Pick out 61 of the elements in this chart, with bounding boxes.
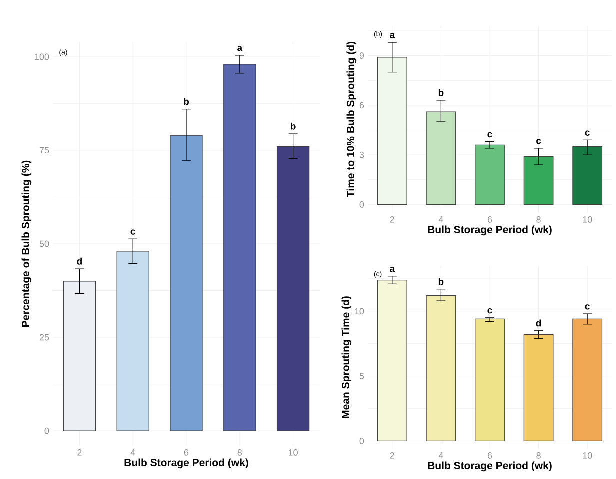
annotation: c — [130, 230, 136, 235]
annotation: b — [438, 89, 444, 96]
annotation: c — [488, 308, 492, 314]
x-axis-title: Bulb Storage Period (wk) — [428, 226, 552, 236]
y-tick-label: 3 — [360, 152, 364, 158]
annotation: b — [438, 278, 444, 286]
bar — [426, 112, 456, 206]
y-tick-label: 50 — [40, 240, 50, 248]
bar — [475, 144, 505, 206]
x-tick-label: 8 — [536, 452, 541, 459]
annotation: b — [184, 98, 190, 106]
y-tick-label: 0 — [44, 428, 50, 434]
x-tick-label: 6 — [184, 450, 189, 456]
x-tick-label: 10 — [583, 216, 592, 223]
y-tick-label: 5 — [360, 373, 364, 380]
x-tick-label: 6 — [488, 452, 492, 459]
x-tick-label: 8 — [536, 216, 541, 223]
y-axis-title: Time to 10% Bulb Sprouting (d) — [346, 42, 357, 198]
x-tick-label: 4 — [438, 216, 444, 223]
x-axis-title: Bulb Storage Period (wk) — [124, 458, 248, 469]
bar — [426, 296, 456, 442]
y-tick-label: 0 — [360, 438, 364, 444]
x-tick-label: 10 — [288, 450, 298, 456]
annotation: c — [536, 139, 542, 144]
y-axis-title: Mean Sprouting Time (d) — [342, 296, 352, 418]
bar — [572, 146, 603, 206]
y-tick-label: 6 — [360, 102, 364, 109]
annotation: a — [390, 266, 396, 272]
annotation: d — [536, 320, 542, 327]
x-tick-label: 2 — [390, 452, 394, 459]
bar — [170, 135, 203, 432]
annotation: a — [390, 33, 396, 38]
y-tick-label: 100 — [35, 54, 50, 60]
x-tick-label: 4 — [438, 452, 444, 459]
y-tick-label: 25 — [40, 334, 50, 341]
annotation: c — [585, 130, 590, 136]
x-axis-title: Bulb Storage Period (wk) — [428, 462, 552, 472]
y-tick-label: 10 — [355, 308, 364, 315]
x-tick-label: 8 — [238, 450, 242, 456]
x-tick-label: 6 — [488, 216, 492, 223]
annotation: b — [291, 122, 296, 130]
annotation: c — [488, 132, 492, 138]
bar — [116, 251, 150, 432]
bar — [572, 318, 603, 442]
bar — [475, 318, 505, 442]
x-tick-label: 4 — [130, 450, 136, 456]
y-axis-title: Percentage of Bulb Sprouting (%) — [22, 160, 32, 327]
annotation: d — [77, 258, 82, 265]
bar — [524, 334, 554, 442]
bar — [224, 64, 256, 432]
annotation: a — [238, 46, 243, 52]
bar — [276, 146, 310, 432]
bar — [377, 280, 408, 442]
y-tick-label: 0 — [360, 202, 364, 208]
bar — [524, 156, 554, 206]
x-tick-label: 2 — [390, 216, 394, 223]
x-tick-label: 2 — [78, 450, 82, 456]
y-tick-label: 75 — [40, 147, 50, 154]
y-tick-label: 9 — [360, 52, 364, 59]
x-tick-label: 10 — [583, 452, 592, 459]
annotation: c — [585, 304, 590, 310]
